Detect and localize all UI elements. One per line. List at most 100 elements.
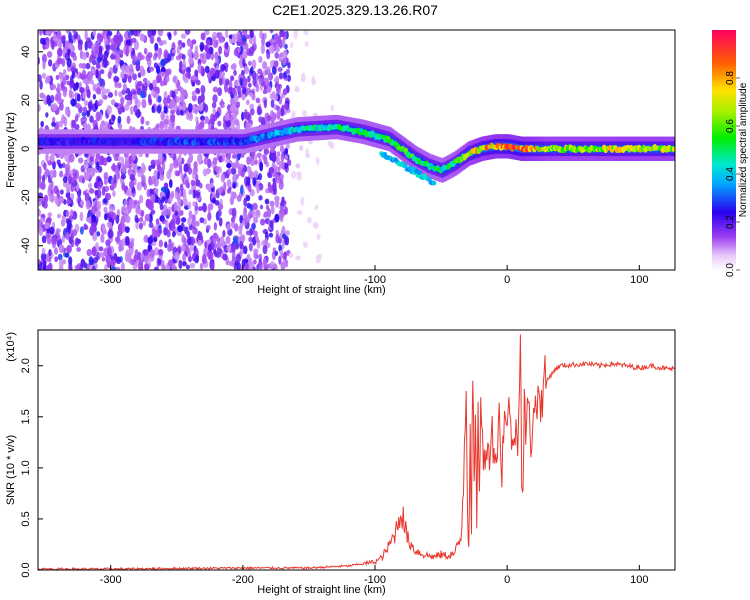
noise-speckle (143, 183, 147, 191)
noise-speckle (117, 115, 122, 124)
noise-speckle (113, 173, 117, 184)
noise-speckle (247, 82, 252, 88)
noise-speckle (58, 264, 64, 270)
noise-speckle (231, 162, 237, 169)
noise-speckle (163, 119, 169, 125)
noise-speckle (56, 213, 62, 219)
noise-speckle (282, 57, 287, 66)
band-core (431, 180, 437, 186)
noise-speckle (144, 263, 150, 270)
noise-speckle (280, 261, 286, 270)
noise-speckle (97, 34, 104, 43)
page-title: C2E1.2025.329.13.26.R07 (272, 2, 438, 18)
noise-speckle (285, 230, 290, 236)
noise-speckle (193, 161, 198, 169)
noise-speckle (284, 148, 289, 155)
noise-speckle (95, 111, 101, 122)
noise-speckle (218, 155, 223, 163)
noise-speckle (280, 152, 285, 163)
noise-speckle (245, 230, 252, 236)
noise-speckle (219, 71, 226, 78)
noise-speckle (81, 111, 87, 117)
noise-speckle (74, 114, 79, 122)
noise-speckle (129, 240, 135, 249)
noise-speckle (150, 89, 156, 97)
noise-speckle (103, 178, 108, 185)
noise-speckle (138, 222, 143, 230)
noise-speckle (239, 221, 244, 228)
noise-speckle (202, 202, 207, 213)
noise-speckle (294, 86, 300, 93)
noise-speckle (45, 112, 49, 118)
noise-speckle (247, 75, 251, 83)
noise-speckle (83, 223, 87, 229)
noise-speckle (71, 119, 77, 129)
noise-speckle (212, 114, 218, 122)
noise-speckle (237, 166, 242, 177)
noise-speckle (252, 266, 256, 270)
y-axis-label: SNR (10 * v/v) (5, 435, 17, 505)
noise-speckle (66, 80, 71, 86)
noise-speckle (273, 60, 279, 68)
noise-speckle (113, 252, 118, 261)
noise-speckle (70, 193, 75, 201)
noise-speckle (147, 93, 152, 104)
noise-speckle (300, 196, 305, 206)
noise-speckle (258, 116, 264, 123)
noise-speckle (139, 194, 144, 204)
noise-speckle (281, 238, 285, 249)
noise-speckle (65, 40, 69, 51)
noise-speckle (48, 59, 53, 67)
noise-speckle (149, 34, 155, 44)
noise-speckle (133, 199, 138, 206)
noise-speckle (106, 259, 112, 269)
noise-speckle (153, 169, 158, 178)
noise-speckle (58, 196, 64, 204)
noise-speckle (249, 46, 255, 54)
band-core (402, 162, 408, 168)
noise-speckle (269, 38, 275, 44)
noise-speckle (223, 181, 227, 192)
noise-speckle (206, 38, 211, 46)
y-tick-label: 1.0 (20, 460, 32, 475)
noise-speckle (129, 180, 135, 189)
x-axis-label: Height of straight line (km) (257, 584, 385, 596)
noise-speckle (279, 211, 284, 221)
noise-speckle (45, 30, 50, 36)
noise-speckle (191, 39, 197, 45)
x-tick-label: -100 (364, 574, 386, 586)
noise-speckle (94, 189, 99, 196)
noise-speckle (149, 249, 155, 258)
noise-speckle (214, 252, 218, 258)
noise-speckle (160, 58, 166, 67)
noise-speckle (137, 51, 143, 62)
noise-speckle (161, 264, 166, 270)
noise-speckle (204, 116, 209, 125)
noise-speckle (230, 103, 236, 110)
noise-speckle (232, 183, 236, 189)
noise-speckle (129, 173, 135, 182)
noise-speckle (179, 183, 184, 193)
noise-speckle (211, 101, 217, 109)
noise-speckle (66, 57, 72, 68)
noise-speckle (40, 252, 47, 261)
noise-speckle (224, 82, 228, 93)
colorbar-tick-label: 0.0 (725, 263, 736, 277)
noise-speckle (187, 48, 193, 58)
noise-speckle (52, 102, 58, 111)
noise-speckle (264, 237, 268, 246)
noise-speckle (185, 72, 191, 78)
noise-speckle (40, 120, 44, 128)
noise-speckle (197, 63, 202, 74)
noise-speckle (157, 75, 163, 83)
noise-speckle (196, 191, 201, 199)
noise-speckle (265, 66, 271, 75)
noise-speckle (46, 265, 51, 270)
noise-speckle (269, 220, 274, 229)
noise-speckle (44, 222, 50, 229)
noise-speckle (133, 167, 138, 174)
noise-speckle (192, 189, 196, 199)
noise-speckle (295, 255, 301, 261)
noise-speckle (59, 102, 64, 111)
noise-speckle (92, 93, 97, 100)
